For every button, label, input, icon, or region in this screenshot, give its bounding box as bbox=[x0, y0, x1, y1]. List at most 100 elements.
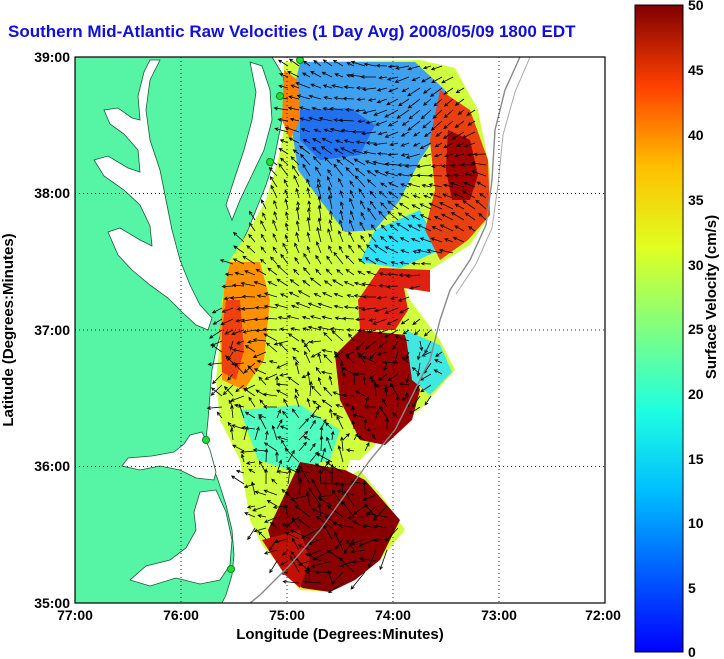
velocity-arrow bbox=[268, 538, 278, 552]
velocity-arrow bbox=[357, 258, 366, 265]
velocity-arrow bbox=[357, 351, 366, 364]
velocity-arrow bbox=[295, 82, 311, 89]
velocity-arrow bbox=[380, 236, 388, 243]
velocity-arrow bbox=[227, 373, 234, 381]
velocity-arrow bbox=[306, 178, 311, 188]
velocity-arrow bbox=[317, 352, 322, 364]
velocity-arrow bbox=[366, 244, 377, 254]
velocity-arrow bbox=[377, 151, 388, 156]
velocity-arrow bbox=[372, 505, 388, 522]
velocity-arrow bbox=[394, 76, 410, 83]
velocity-arrow bbox=[360, 211, 366, 221]
velocity-arrow bbox=[401, 395, 410, 401]
velocity-arrow bbox=[298, 477, 303, 496]
velocity-arrow bbox=[354, 108, 366, 113]
velocity-arrow bbox=[443, 142, 454, 149]
velocity-arrow bbox=[320, 145, 333, 155]
velocity-arrow bbox=[278, 84, 289, 89]
bathymetry-contour-2 bbox=[455, 57, 531, 295]
velocity-arrow bbox=[287, 71, 300, 78]
velocity-arrow bbox=[372, 318, 388, 325]
velocity-arrow bbox=[449, 181, 465, 188]
velocity-arrow bbox=[260, 246, 267, 254]
station-marker bbox=[296, 57, 304, 64]
velocity-arrow bbox=[353, 281, 366, 287]
velocity-arrow bbox=[443, 87, 454, 95]
velocity-arrow bbox=[207, 362, 223, 367]
velocity-arrow bbox=[212, 318, 223, 325]
velocity-arrow bbox=[272, 246, 278, 254]
velocity-arrow bbox=[368, 317, 377, 322]
velocity-arrow bbox=[309, 419, 316, 430]
station-marker bbox=[266, 158, 274, 166]
velocity-arrow bbox=[219, 259, 234, 265]
velocity-arrow bbox=[276, 436, 289, 441]
velocity-arrow bbox=[386, 272, 399, 277]
velocity-arrow bbox=[320, 447, 326, 463]
velocity-arrow bbox=[329, 209, 333, 221]
velocity-arrow bbox=[361, 356, 377, 364]
velocity-arrow bbox=[325, 422, 333, 430]
velocity-arrow bbox=[462, 200, 476, 210]
velocity-arrow bbox=[342, 393, 355, 398]
velocity-arrow bbox=[294, 504, 311, 518]
velocity-arrow bbox=[323, 280, 333, 287]
velocity-arrow bbox=[416, 248, 432, 254]
velocity-arrow bbox=[298, 518, 311, 529]
velocity-arrow bbox=[301, 72, 311, 78]
velocity-arrow bbox=[350, 571, 366, 590]
velocity-arrow bbox=[361, 131, 377, 136]
velocity-arrow bbox=[210, 387, 223, 397]
pamlico-sound bbox=[129, 489, 233, 587]
velocity-arrow bbox=[313, 293, 322, 298]
velocity-arrow bbox=[229, 340, 234, 351]
velocity-arrow bbox=[325, 268, 333, 276]
velocity-arrow bbox=[322, 59, 333, 67]
velocity-arrow bbox=[277, 117, 289, 122]
velocity-arrow bbox=[302, 163, 311, 177]
velocity-arrow bbox=[327, 186, 333, 199]
velocity-arrow bbox=[336, 159, 344, 166]
velocity-arrow bbox=[364, 340, 377, 350]
velocity-arrow bbox=[276, 278, 289, 287]
velocity-arrow bbox=[315, 166, 322, 177]
velocity-arrow bbox=[268, 166, 278, 177]
velocity-arrow bbox=[298, 145, 311, 155]
velocity-arrow bbox=[387, 64, 399, 69]
velocity-arrow bbox=[441, 76, 454, 84]
velocity-arrow bbox=[231, 361, 245, 366]
velocity-arrow bbox=[405, 351, 410, 360]
velocity-arrow bbox=[354, 390, 366, 397]
velocity-arrow bbox=[382, 360, 399, 365]
velocity-arrow bbox=[329, 327, 344, 331]
velocity-arrow bbox=[255, 268, 267, 276]
velocity-arrow bbox=[362, 375, 367, 386]
velocity-arrow bbox=[321, 399, 333, 408]
velocity-arrow bbox=[224, 329, 234, 335]
velocity-arrow bbox=[280, 253, 289, 265]
velocity-arrow bbox=[318, 468, 323, 485]
velocity-arrow bbox=[354, 175, 366, 188]
velocity-arrow bbox=[443, 109, 454, 119]
velocity-arrow bbox=[424, 340, 432, 354]
velocity-arrow bbox=[398, 98, 410, 107]
y-tick-label: 38:00 bbox=[34, 185, 70, 201]
velocity-arrow bbox=[314, 463, 333, 474]
velocity-arrow bbox=[333, 482, 355, 486]
velocity-arrow bbox=[292, 149, 300, 155]
velocity-arrow bbox=[352, 371, 357, 386]
velocity-arrow bbox=[261, 199, 267, 210]
velocity-arrow bbox=[326, 505, 344, 518]
velocity-arrow bbox=[362, 494, 377, 501]
velocity-arrow bbox=[243, 483, 256, 489]
velocity-arrow bbox=[342, 96, 355, 101]
velocity-arrow bbox=[378, 210, 388, 221]
chesapeake-bay bbox=[93, 59, 213, 331]
station-markers bbox=[202, 57, 304, 573]
velocity-arrow bbox=[298, 441, 307, 452]
velocity-arrow bbox=[463, 181, 476, 188]
velocity-arrow bbox=[368, 233, 377, 243]
velocity-arrow bbox=[384, 109, 399, 118]
velocity-arrow bbox=[227, 421, 234, 430]
velocity-arrow bbox=[478, 212, 487, 221]
